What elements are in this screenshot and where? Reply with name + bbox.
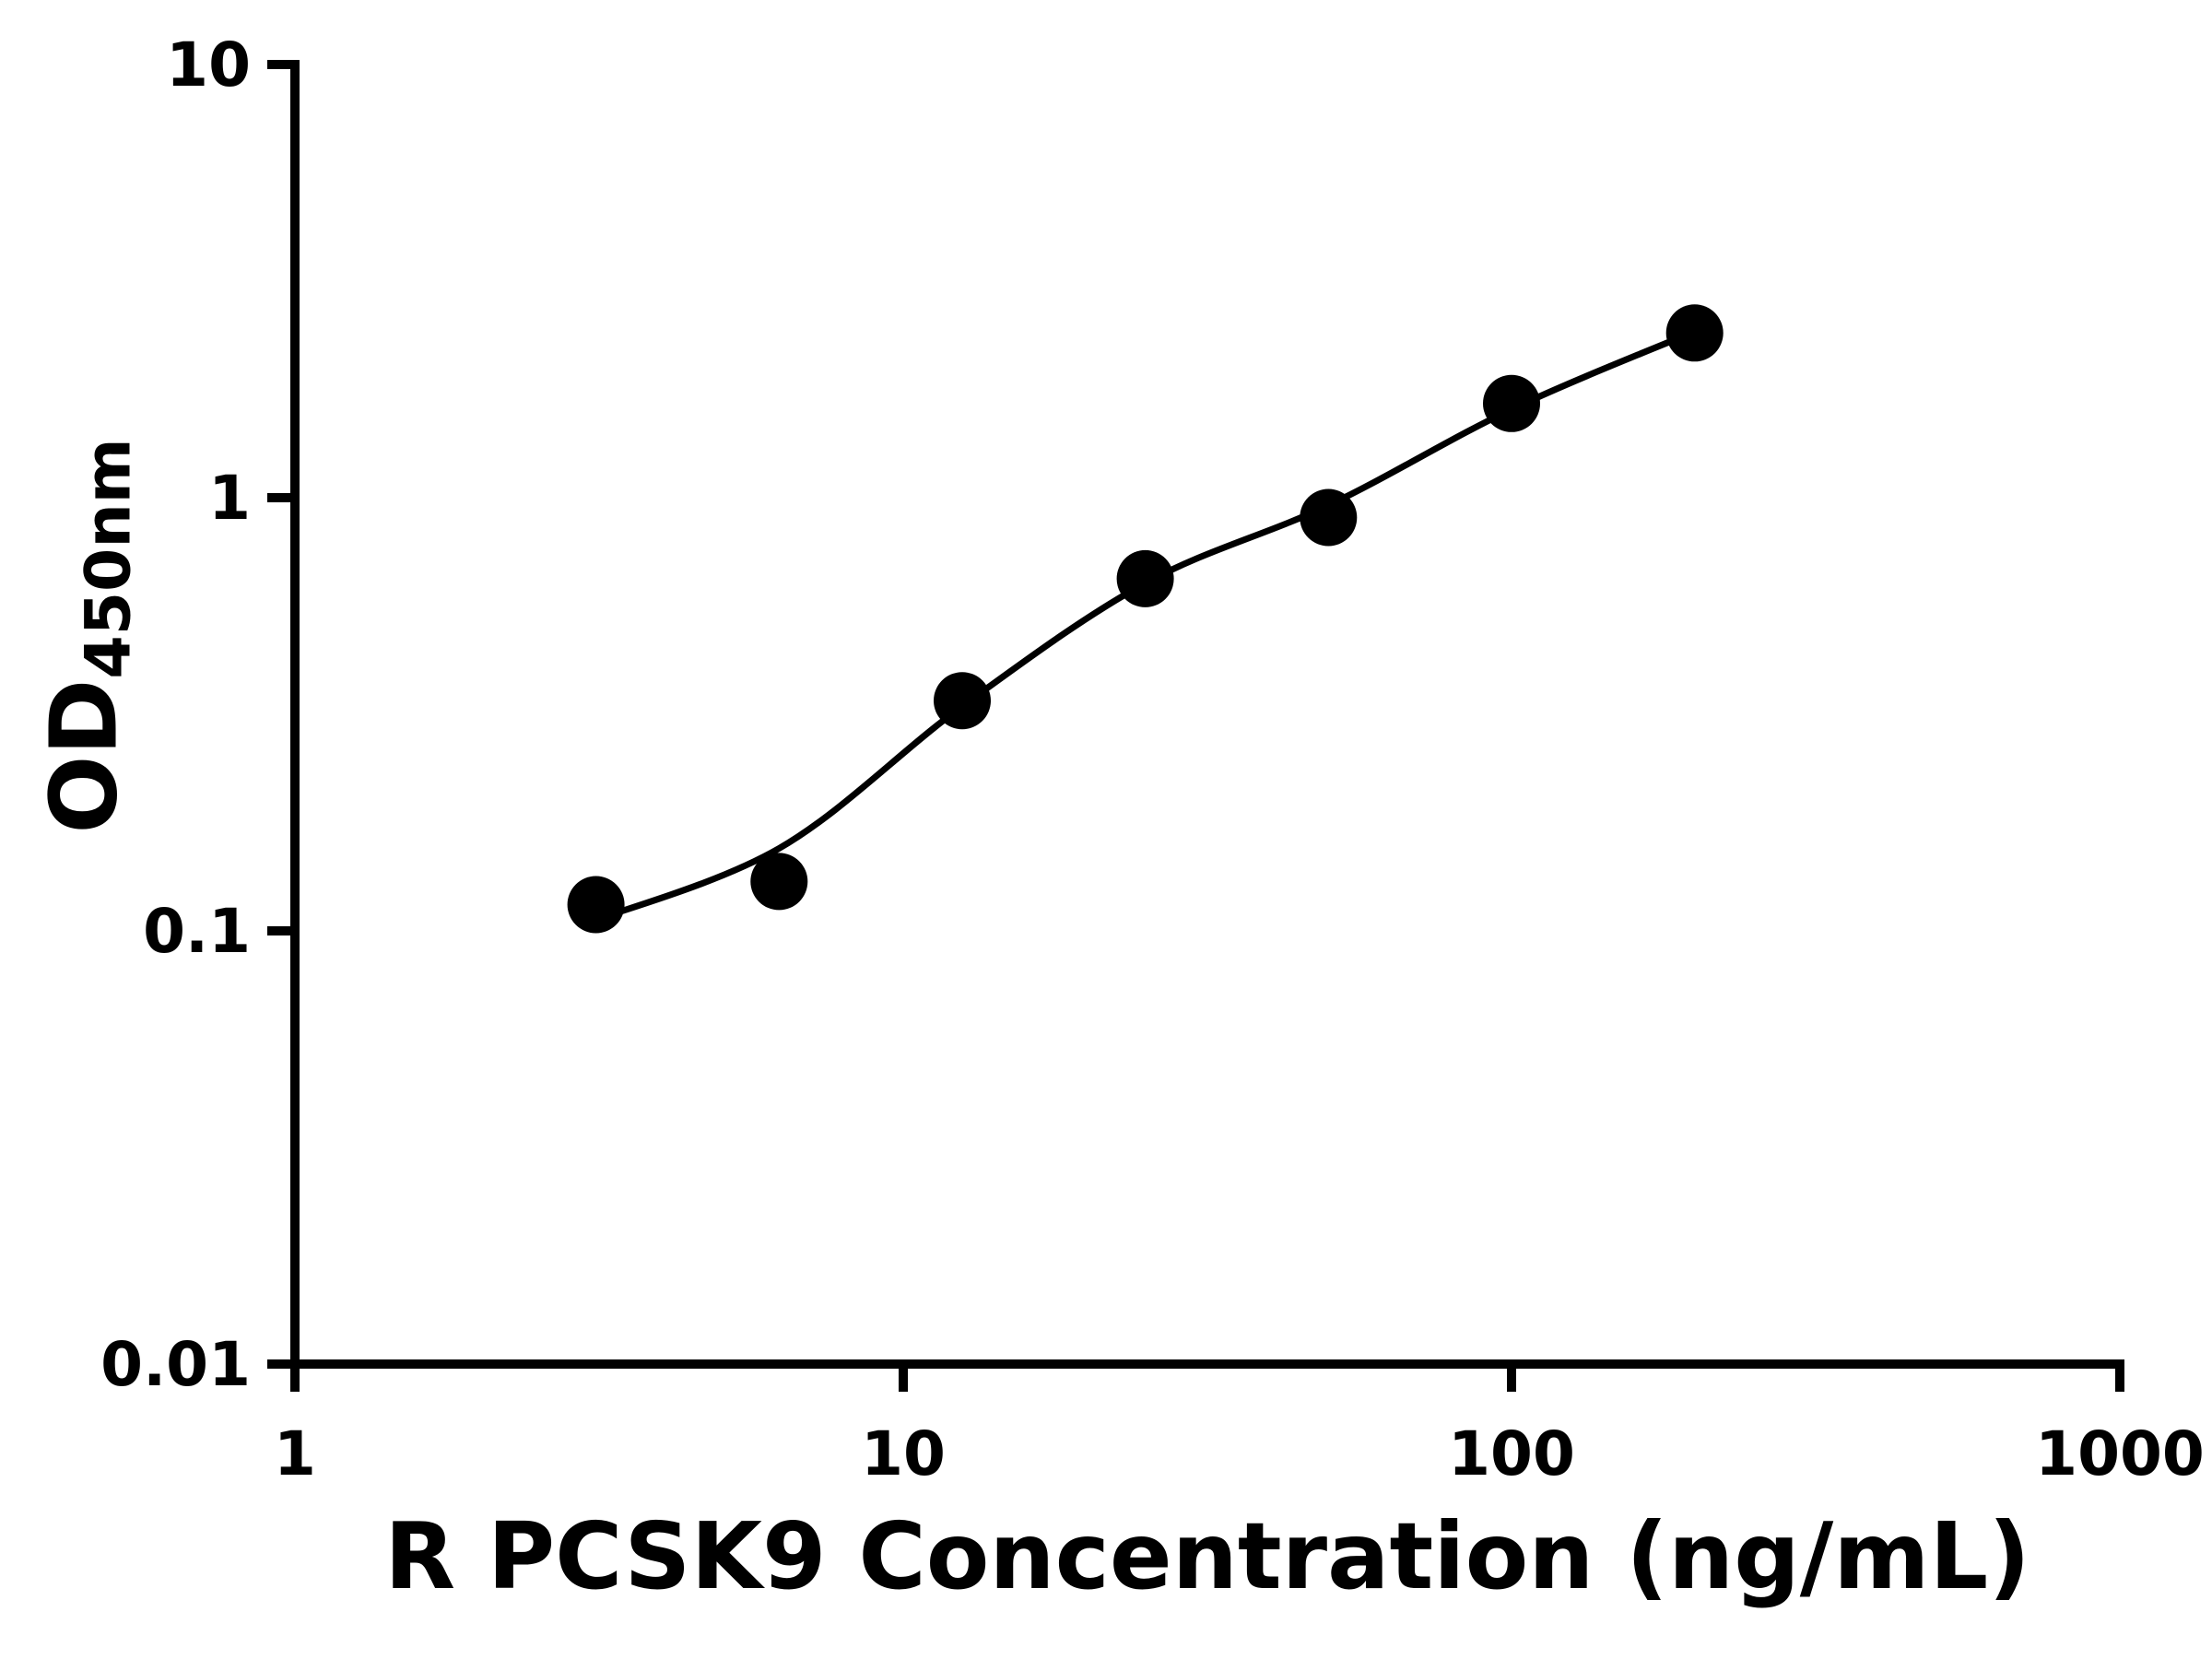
data-point (1116, 549, 1174, 607)
x-tick-label: 1000 (2035, 1418, 2205, 1489)
data-point (750, 853, 808, 911)
y-axis-title-subscript: 450nm (72, 438, 146, 679)
data-point (1665, 304, 1724, 362)
y-tick-label: 1 (208, 463, 251, 534)
x-tick-label: 1 (274, 1418, 316, 1489)
x-tick-label: 10 (861, 1418, 946, 1489)
y-tick-label: 0.1 (143, 896, 251, 967)
data-point (934, 672, 991, 730)
x-axis-title: R PCSK9 Concentration (ng/mL) (384, 1502, 2030, 1610)
y-tick-label: 0.01 (100, 1329, 251, 1400)
data-point (1300, 488, 1358, 547)
data-point (1483, 374, 1540, 432)
y-axis-title: OD450nm (30, 438, 146, 833)
y-tick-label: 10 (166, 29, 251, 100)
data-point (567, 876, 625, 934)
y-axis-title-main: OD (29, 678, 138, 834)
x-tick-label: 100 (1448, 1418, 1575, 1489)
